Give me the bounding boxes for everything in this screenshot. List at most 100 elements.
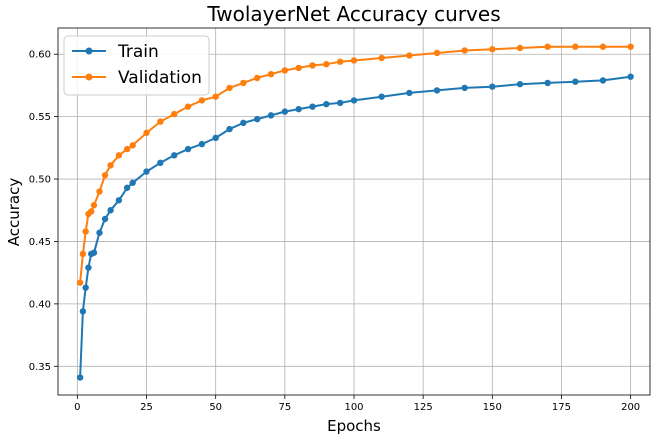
train-legend-label: Train — [117, 42, 159, 62]
validation-data-point — [123, 145, 131, 153]
validation-data-point — [212, 93, 219, 100]
validation-data-point — [101, 172, 109, 179]
train-data-point — [572, 78, 579, 85]
train-data-point — [350, 97, 358, 104]
validation-data-point — [87, 208, 95, 215]
train-data-point — [544, 79, 551, 87]
validation-data-point — [433, 49, 441, 57]
validation-data-point — [198, 97, 206, 104]
x-tick-label: 25 — [140, 402, 153, 413]
train-data-point — [253, 115, 261, 123]
x-tick-label: 0 — [74, 402, 80, 413]
train-data-point — [323, 100, 330, 108]
train-data-point — [96, 229, 103, 236]
validation-data-point — [336, 58, 344, 65]
train-data-point — [516, 80, 524, 88]
validation-data-point — [129, 142, 136, 149]
x-tick-label: 150 — [483, 402, 502, 413]
validation-data-point — [309, 62, 316, 69]
train-data-point — [129, 179, 136, 186]
train-data-point — [79, 308, 87, 315]
train-data-point — [489, 83, 496, 90]
validation-data-point — [599, 43, 607, 50]
train-data-point — [82, 284, 89, 291]
validation-data-point — [489, 46, 496, 53]
y-axis-label: Accuracy — [5, 178, 23, 247]
y-tick-label: 0.60 — [29, 50, 51, 61]
validation-data-point — [240, 79, 247, 87]
train-data-point — [599, 77, 607, 84]
train-data-point — [107, 207, 114, 214]
chart-title: TwolayerNet Accuracy curves — [206, 2, 500, 26]
validation-data-point — [115, 152, 123, 159]
validation-data-point — [544, 43, 551, 50]
train-data-point — [309, 103, 316, 110]
validation-data-point — [184, 103, 192, 110]
x-tick-label: 200 — [621, 402, 640, 413]
x-axis-label: Epochs — [327, 417, 381, 435]
validation-data-point — [170, 110, 178, 118]
train-data-point — [281, 108, 289, 115]
validation-data-point — [281, 67, 289, 74]
x-tick-label: 100 — [344, 402, 363, 413]
train-data-point — [433, 87, 441, 94]
train-data-point — [212, 134, 219, 142]
train-data-point — [226, 125, 233, 133]
validation-data-point — [96, 188, 103, 195]
train-data-point — [85, 264, 92, 271]
x-tick-label: 125 — [414, 402, 433, 413]
validation-data-point — [350, 57, 358, 64]
validation-data-point — [82, 228, 89, 235]
train-data-point — [267, 112, 275, 119]
train-legend-marker — [85, 47, 93, 55]
validation-data-point — [516, 44, 524, 52]
train-data-point — [336, 99, 344, 107]
train-data-point — [295, 105, 302, 113]
train-data-point — [76, 374, 84, 381]
validation-data-point — [406, 52, 413, 59]
train-data-point — [115, 197, 123, 204]
legend: Train Validation — [63, 35, 210, 96]
train-data-point — [378, 93, 385, 100]
y-tick-label: 0.50 — [29, 175, 51, 186]
validation-data-point — [143, 129, 150, 137]
x-tick-label: 175 — [552, 402, 571, 413]
validation-data-point — [572, 43, 579, 50]
train-data-point — [90, 249, 98, 256]
train-data-point — [406, 89, 413, 97]
train-data-point — [170, 152, 178, 159]
train-data-point — [461, 84, 468, 92]
train-data-point — [184, 145, 192, 153]
validation-data-point — [627, 43, 634, 50]
validation-data-point — [323, 61, 330, 68]
tick-layer: 0 25 50 75 100 125 150 175 200 0.35 0.40 0.45 0.50 0.… — [29, 50, 640, 413]
y-tick-label: 0.45 — [29, 237, 51, 248]
train-data-point — [157, 159, 164, 167]
train-data-point — [240, 119, 247, 127]
series-layer — [76, 43, 634, 381]
validation-data-point — [90, 202, 98, 209]
train-data-point — [101, 215, 109, 223]
x-tick-label: 75 — [278, 402, 291, 413]
train-data-point — [123, 184, 131, 191]
validation-data-point — [461, 47, 468, 54]
validation-data-point — [107, 162, 114, 169]
validation-data-point — [267, 70, 275, 78]
train-data-point — [627, 73, 634, 80]
train-data-point — [198, 140, 206, 148]
validation-data-point — [76, 279, 84, 286]
y-tick-label: 0.35 — [29, 362, 51, 373]
validation-legend-marker — [85, 73, 93, 81]
x-tick-label: 50 — [209, 402, 222, 413]
y-tick-label: 0.55 — [29, 112, 51, 123]
validation-data-point — [79, 250, 87, 258]
train-data-point — [143, 168, 150, 175]
validation-data-point — [226, 84, 233, 92]
validation-data-point — [295, 64, 302, 72]
validation-data-point — [157, 118, 164, 125]
validation-data-point — [378, 54, 385, 62]
validation-legend-label: Validation — [118, 68, 202, 88]
validation-data-point — [253, 74, 261, 82]
